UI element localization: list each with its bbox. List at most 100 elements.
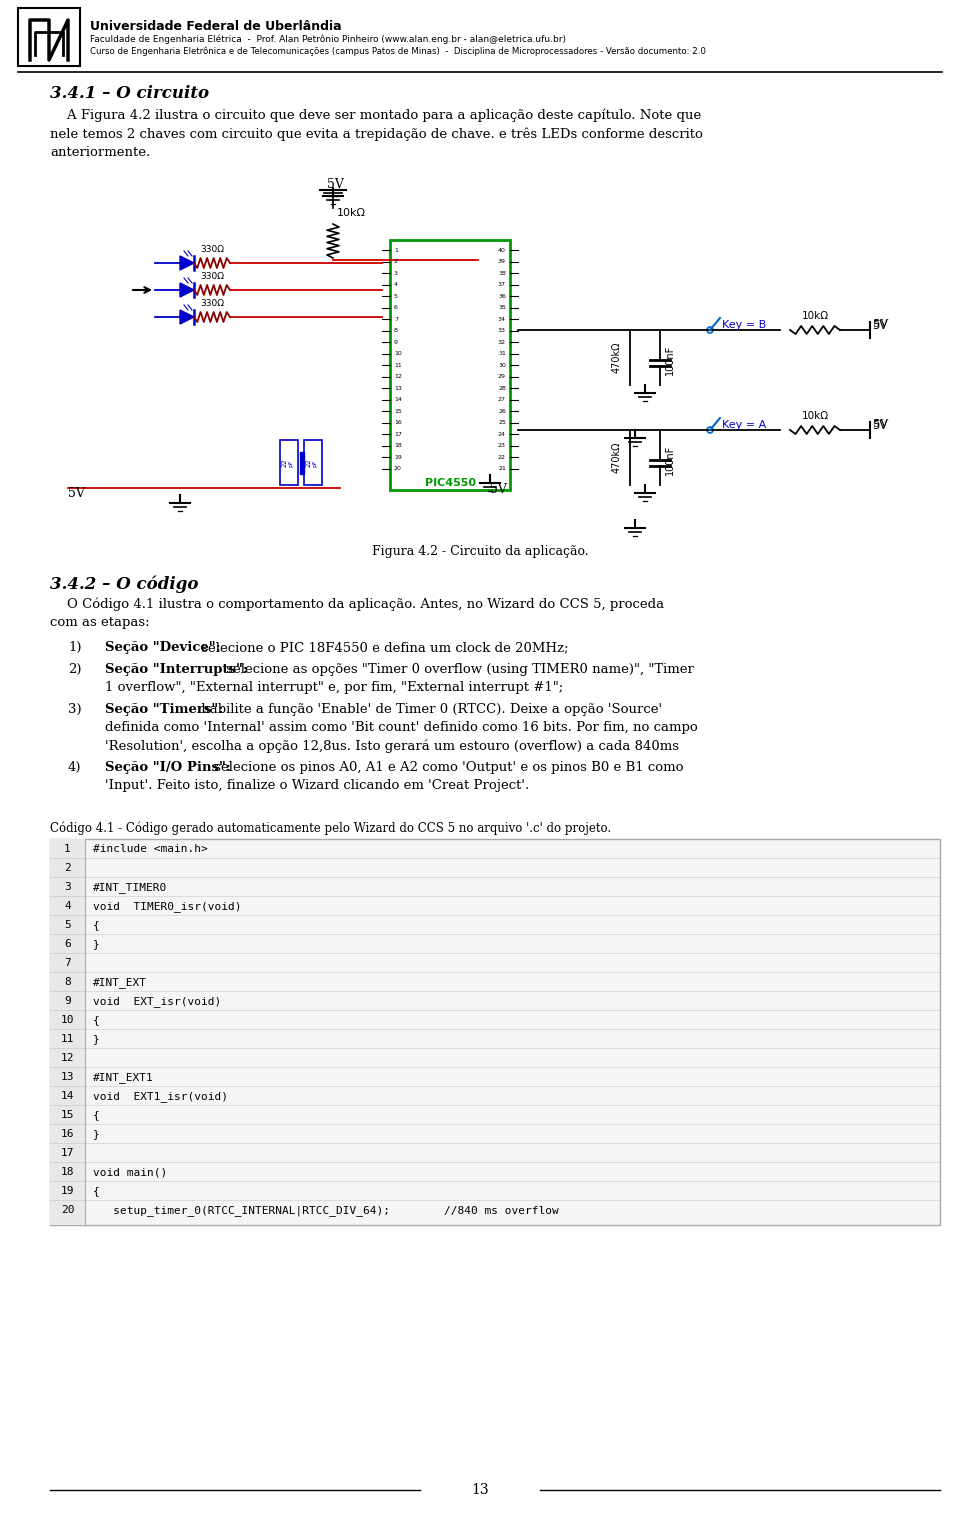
Text: #INT_EXT1: #INT_EXT1 [93, 1073, 154, 1083]
Text: selecione as opções "Timer 0 overflow (using TIMER0 name)", "Timer: selecione as opções "Timer 0 overflow (u… [222, 663, 694, 677]
Text: 5V: 5V [873, 319, 888, 329]
Bar [280, 440, 298, 485]
Text: 330Ω: 330Ω [200, 272, 224, 281]
Text: 2: 2 [64, 863, 71, 874]
Text: void  EXT1_isr(void): void EXT1_isr(void) [93, 1091, 228, 1101]
Text: 3.4.2 – O código: 3.4.2 – O código [50, 575, 199, 593]
Text: 19: 19 [60, 1186, 74, 1197]
Text: 5: 5 [394, 293, 397, 299]
Text: com as etapas:: com as etapas: [50, 616, 150, 630]
Text: 23: 23 [498, 443, 506, 448]
Text: 10kΩ: 10kΩ [802, 411, 828, 422]
Text: 7: 7 [394, 317, 398, 322]
Text: 15: 15 [394, 408, 401, 414]
Text: 5V: 5V [327, 177, 344, 191]
Bar [300, 452, 304, 473]
Text: 35: 35 [498, 305, 506, 309]
Text: 14: 14 [60, 1091, 74, 1101]
Text: A Figura 4.2 ilustra o circuito que deve ser montado para a aplicação deste capí: A Figura 4.2 ilustra o circuito que deve… [50, 108, 701, 121]
Text: selecione o PIC 18F4550 e defina um clock de 20MHz;: selecione o PIC 18F4550 e defina um cloc… [197, 642, 569, 654]
Text: 2: 2 [394, 259, 398, 264]
Text: 5V: 5V [873, 419, 888, 429]
Text: PIC4550: PIC4550 [424, 478, 475, 488]
Text: 29: 29 [498, 375, 506, 379]
Text: 3): 3) [68, 702, 82, 716]
Text: #INT_EXT: #INT_EXT [93, 977, 147, 988]
Text: nele temos 2 chaves com circuito que evita a trepidação de chave. e três LEDs co: nele temos 2 chaves com circuito que evi… [50, 127, 703, 141]
Text: 11: 11 [60, 1035, 74, 1044]
Text: 17: 17 [394, 431, 402, 437]
Text: 37: 37 [498, 282, 506, 287]
Text: void main(): void main() [93, 1168, 167, 1177]
Text: 8: 8 [394, 328, 397, 334]
Text: 10: 10 [394, 350, 401, 356]
Text: #INT_TIMER0: #INT_TIMER0 [93, 881, 167, 894]
Text: selecione os pinos A0, A1 e A2 como 'Output' e os pinos B0 e B1 como: selecione os pinos A0, A1 e A2 como 'Out… [209, 762, 684, 774]
Text: 27: 27 [498, 397, 506, 402]
Bar [18, 8, 80, 67]
Text: void  TIMER0_isr(void): void TIMER0_isr(void) [93, 901, 242, 912]
Text: 1: 1 [394, 247, 397, 252]
Text: 5V: 5V [872, 419, 887, 431]
Text: 10: 10 [60, 1015, 74, 1025]
Text: 3: 3 [64, 883, 71, 892]
Text: Key = B: Key = B [722, 320, 766, 331]
Text: 5V: 5V [490, 482, 507, 496]
Text: Universidade Federal de Uberlândia: Universidade Federal de Uberlândia [90, 20, 342, 33]
Text: 14: 14 [394, 397, 402, 402]
Text: 22: 22 [306, 458, 312, 467]
Text: 11: 11 [394, 363, 401, 367]
Text: 28: 28 [498, 385, 506, 390]
Text: 3: 3 [394, 270, 398, 276]
Bar [35, 23, 63, 55]
Text: 36: 36 [498, 293, 506, 299]
Text: 16: 16 [60, 1130, 74, 1139]
Text: 12: 12 [394, 375, 402, 379]
Text: Seção "Interrupts":: Seção "Interrupts": [105, 663, 248, 677]
Text: 12: 12 [60, 1053, 74, 1063]
Text: 21: 21 [498, 466, 506, 470]
Text: 15: 15 [60, 1110, 74, 1121]
Text: 16: 16 [394, 420, 401, 425]
Text: 33: 33 [498, 328, 506, 334]
Text: 24: 24 [498, 431, 506, 437]
Text: 1): 1) [68, 642, 82, 654]
Bar [304, 440, 322, 485]
Text: pF: pF [312, 460, 317, 467]
Text: Faculdade de Engenharia Elétrica  -  Prof. Alan Petrônio Pinheiro (www.alan.eng.: Faculdade de Engenharia Elétrica - Prof.… [90, 33, 566, 44]
Text: definida como 'Internal' assim como 'Bit count' definido como 16 bits. Por fim, : definida como 'Internal' assim como 'Bit… [105, 721, 698, 734]
Text: 13: 13 [471, 1484, 489, 1497]
Text: 10kΩ: 10kΩ [337, 208, 366, 218]
Bar [50, 839, 85, 1226]
Text: setup_timer_0(RTCC_INTERNAL|RTCC_DIV_64);        //840 ms overflow: setup_timer_0(RTCC_INTERNAL|RTCC_DIV_64)… [93, 1204, 559, 1217]
Text: {: { [93, 921, 100, 930]
Text: 25: 25 [498, 420, 506, 425]
Text: Seção "I/O Pins":: Seção "I/O Pins": [105, 762, 230, 774]
Text: 13: 13 [394, 385, 402, 390]
Text: #include <main.h>: #include <main.h> [93, 845, 207, 854]
Text: Código 4.1 - Código gerado automaticamente pelo Wizard do CCS 5 no arquivo '.c' : Código 4.1 - Código gerado automaticamen… [50, 821, 612, 834]
Text: void  EXT_isr(void): void EXT_isr(void) [93, 997, 221, 1007]
Text: {: { [93, 1015, 100, 1025]
Text: {: { [93, 1110, 100, 1121]
Text: Figura 4.2 - Circuito da aplicação.: Figura 4.2 - Circuito da aplicação. [372, 545, 588, 558]
Text: 7: 7 [64, 959, 71, 968]
Polygon shape [180, 256, 194, 270]
Text: 1: 1 [64, 845, 71, 854]
Text: 3.4.1 – O circuito: 3.4.1 – O circuito [50, 85, 209, 102]
Text: 26: 26 [498, 408, 506, 414]
Text: habilite a função 'Enable' de Timer 0 (RTCC). Deixe a opção 'Source': habilite a função 'Enable' de Timer 0 (R… [197, 702, 662, 716]
Text: }: } [93, 939, 100, 950]
Text: 'Resolution', escolha a opção 12,8us. Isto gerará um estouro (overflow) a cada 8: 'Resolution', escolha a opção 12,8us. Is… [105, 739, 679, 752]
Text: 100nF: 100nF [665, 444, 675, 475]
Text: 18: 18 [394, 443, 401, 448]
Text: 17: 17 [60, 1148, 74, 1159]
Text: 9: 9 [394, 340, 398, 344]
Text: Seção "Device":: Seção "Device": [105, 642, 221, 654]
Text: 470kΩ: 470kΩ [612, 441, 622, 473]
Text: 4: 4 [64, 901, 71, 912]
Text: 38: 38 [498, 270, 506, 276]
Text: 4): 4) [68, 762, 82, 774]
Text: 6: 6 [394, 305, 397, 309]
Text: 20: 20 [394, 466, 402, 470]
